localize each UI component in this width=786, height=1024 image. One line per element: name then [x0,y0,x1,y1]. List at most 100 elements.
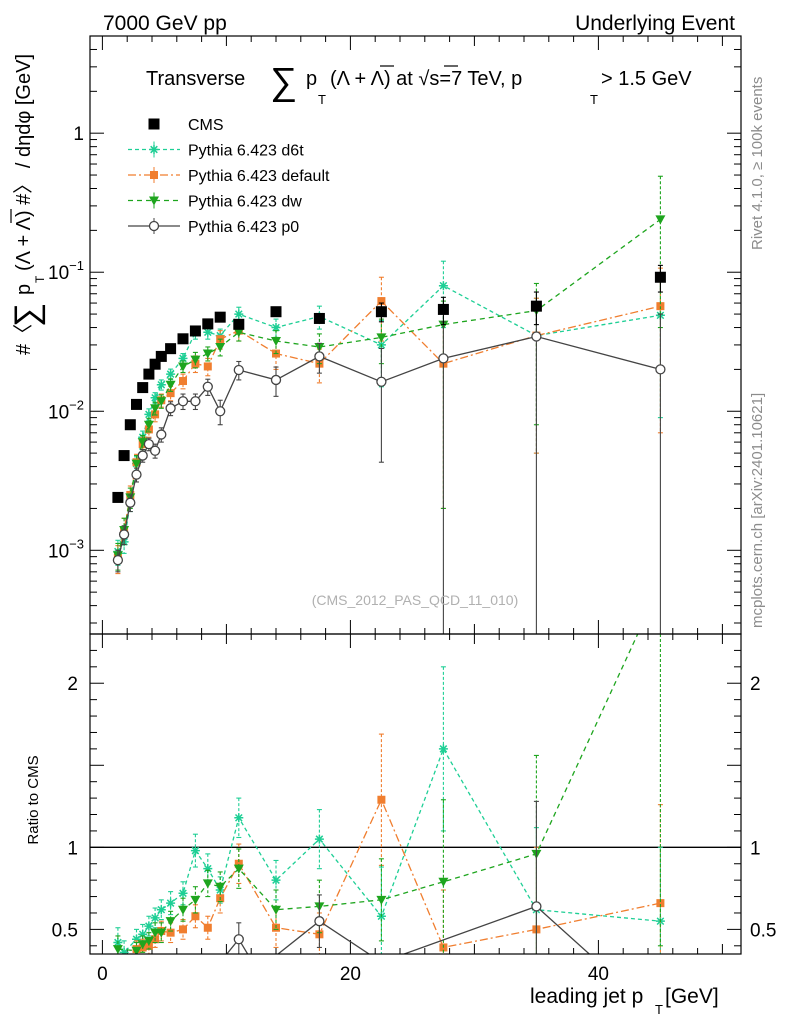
ratio-point-default [191,912,200,921]
ratio-point-default [203,923,212,932]
ratio-point-dw [137,940,148,950]
legend-marker-d6t [149,145,159,154]
main-line-default [117,300,661,559]
ratio-plot-area [112,634,665,975]
ratio-ytick-label-right: 2 [750,674,761,695]
main-point-dw [131,459,142,469]
legend-item-default: Pythia 6.423 default [128,167,330,185]
legend-marker-p0 [148,220,160,232]
ylabel-pt-sub: T [33,275,47,283]
main-ytick-label: 1 [73,124,84,145]
ratio-point-d6t [178,888,188,898]
main-point-p0 [149,445,161,456]
main-point-p0 [376,376,387,387]
main-plot-area [112,175,666,634]
watermark: (CMS_2012_PAS_QCD_11_010) [312,592,519,608]
ratio-point-default [166,928,175,937]
main-point-CMS [189,325,201,337]
main-point-CMS [214,311,226,323]
main-point-d6t [150,393,160,403]
ratio-point-default [179,925,187,934]
legend: CMS Pythia 6.423 d6t Pythia 6.423 default P… [128,117,330,236]
ratio-point-dw [131,946,142,954]
main-point-d6t [234,309,244,319]
main-point-d6t [144,409,154,419]
ylabel-hash: #〈 [13,324,35,355]
ratio-point-default [234,859,243,868]
ratio-point-dw [165,917,176,927]
ratio-point-dw [438,877,449,887]
main-point-p0 [131,469,142,480]
main-point-d6t [178,353,188,363]
main-point-dw [202,349,213,359]
legend-label-dw: Pythia 6.423 dw [188,194,302,211]
plot-title: Transverse ∑ p T (Λ + Λ) at √s=7 TeV, p … [146,61,692,107]
main-point-p0 [165,403,176,414]
main-point-CMS [155,350,167,362]
main-point-d6t [438,281,448,291]
ratio-frame [89,633,742,955]
ratio-point-default [656,899,665,908]
ratio-point-d6t [119,947,129,954]
main-point-CMS [124,419,136,431]
main-point-p0 [438,353,449,364]
main-point-CMS [112,491,124,503]
main-point-CMS [270,306,282,318]
ratio-xtick-label: 0 [97,964,108,985]
ratio-point-d6t [156,905,166,915]
title-pt-sub: T [318,92,326,107]
xlabel: leading jet p T [GeV] [530,985,719,1017]
main-point-dw [233,328,244,338]
ratio-point-p0 [253,966,262,975]
main-point-CMS [654,271,666,283]
legend-label-default: Pythia 6.423 default [188,168,330,185]
main-point-dw [215,342,226,352]
ratio-series-dw [112,634,663,954]
ratio-point-d6t [150,913,160,923]
main-point-dw [143,420,154,430]
main-point-p0 [215,406,226,417]
ratio-line-p0 [225,905,591,954]
legend-marker-dw [149,196,159,206]
legend-item-CMS: CMS [148,117,224,134]
main-series-CMS [112,264,666,503]
legend-item-dw: Pythia 6.423 dw [128,192,302,211]
title-cut-sub: T [590,92,598,107]
main-point-default [203,362,212,371]
main-series-d6t [113,260,665,566]
main-point-p0 [233,364,244,376]
main-point-d6t [203,327,213,337]
ylabel-sum: ∑ [8,303,46,327]
main-point-p0 [112,554,124,566]
main-ytick-label: 10−2 [48,397,84,423]
main-point-default [377,297,386,306]
main-point-p0 [137,450,148,461]
main-point-p0 [177,396,189,407]
main-series-default [113,267,665,575]
main-point-CMS [233,318,245,330]
main-point-CMS [437,303,449,315]
ratio-point-dw [112,945,123,954]
main-point-p0 [655,364,666,375]
main-point-dw [271,337,281,347]
ratio-point-dw [202,879,213,889]
main-point-dw [165,380,176,390]
ratio-point-d6t [203,864,213,874]
ratio-series-d6t [113,666,665,954]
main-line-p0 [117,335,661,561]
main-point-CMS [149,358,161,370]
ratio-point-dw [271,905,281,915]
ratio-point-d6t [190,846,200,856]
legend-label-d6t: Pythia 6.423 d6t [188,143,304,160]
main-point-CMS [143,368,155,380]
ratio-point-p0 [314,916,325,927]
main-point-p0 [125,497,136,508]
ratio-point-dw [376,895,387,905]
main-point-CMS [375,306,387,318]
main-series-p0 [112,303,666,634]
ratio-ytick-label-right: 1 [750,838,761,859]
legend-label-p0: Pythia 6.423 p0 [188,219,299,236]
legend-item-d6t: Pythia 6.423 d6t [128,141,304,160]
ratio-xtick-label: 20 [340,964,361,985]
